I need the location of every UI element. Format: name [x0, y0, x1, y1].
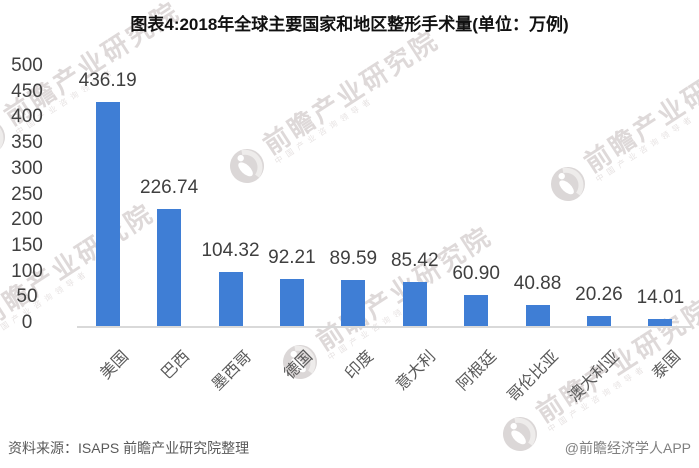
y-axis-tick-label: 250 — [11, 183, 43, 205]
bar — [218, 272, 243, 326]
bar-column: 92.21 德国 — [261, 69, 322, 383]
bar — [341, 279, 366, 326]
watermark-logo-icon — [503, 417, 537, 451]
y-axis-tick-label: 450 — [11, 80, 43, 102]
bar-value-label: 14.01 — [636, 286, 685, 308]
source-note: 资料来源：ISAPS 前瞻产业研究院整理 — [8, 440, 250, 456]
brand-note: @前瞻经济学人APP — [564, 440, 691, 456]
x-axis-label: 哥伦比亚 — [504, 348, 562, 406]
bar-value-label: 60.90 — [452, 262, 500, 284]
y-axis-tick-label: 200 — [11, 209, 43, 231]
x-axis-label: 德国 — [281, 348, 316, 383]
bar-value-label: 40.88 — [513, 273, 562, 294]
x-axis-label: 印度 — [342, 348, 378, 383]
bar-value-label: 226.74 — [140, 177, 199, 199]
bar-column: 89.59 印度 — [323, 69, 384, 382]
bar-column: 436.19 美国 — [77, 69, 138, 382]
x-axis-label: 意大利 — [392, 348, 439, 394]
x-axis-label: 阿根廷 — [454, 348, 501, 394]
bar-value-label: 20.26 — [575, 283, 623, 305]
bar — [464, 294, 489, 326]
bar-column: 40.88 哥伦比亚 — [504, 69, 568, 406]
y-axis-tick-label: 500 — [11, 55, 43, 76]
bar — [402, 282, 427, 326]
y-axis-tick-label: 0 — [21, 312, 33, 333]
bar-value-label: 85.42 — [390, 250, 439, 272]
y-axis-tick-label: 400 — [11, 106, 43, 128]
bar-column: 104.32 墨西哥 — [200, 69, 261, 394]
x-axis-label: 泰国 — [649, 348, 685, 383]
y-axis-tick-label: 350 — [11, 132, 43, 154]
bar — [525, 305, 550, 326]
y-axis-tick-label: 300 — [11, 157, 43, 179]
bar-value-label: 436.19 — [78, 69, 137, 91]
bar-column: 85.42 意大利 — [384, 69, 445, 394]
x-axis-label: 美国 — [97, 348, 132, 383]
bars-container: 436.19 美国 226.74 巴西 104.32 墨西哥 92.21 德国 89.59 印度 8… — [77, 69, 691, 406]
bar — [157, 209, 182, 326]
bar — [95, 101, 120, 326]
bar — [648, 318, 673, 326]
bar-column: 226.74 巴西 — [138, 69, 199, 383]
bar — [279, 278, 304, 326]
watermark-tagline-text: 中国产业咨询领导者 — [546, 363, 650, 435]
bar-column: 60.90 阿根廷 — [445, 69, 506, 394]
bar-column: 20.26 澳大利亚 — [566, 69, 629, 405]
y-axis-tick-label: 150 — [11, 234, 43, 256]
bar-value-label: 92.21 — [268, 246, 316, 268]
bar-column: 14.01 泰国 — [630, 69, 691, 382]
y-axis-tick-label: 50 — [16, 286, 38, 308]
chart-title: 图表4:2018年全球主要国家和地区整形手术量(单位：万例) — [130, 15, 569, 34]
bar-value-label: 104.32 — [201, 240, 260, 262]
x-axis-label: 巴西 — [158, 348, 194, 383]
x-axis-label: 墨西哥 — [208, 348, 255, 394]
x-axis-label: 澳大利亚 — [565, 348, 623, 406]
y-axis-tick-label: 100 — [11, 260, 43, 282]
bar — [586, 315, 611, 326]
bar-value-label: 89.59 — [329, 247, 378, 269]
y-axis: 0 50 100 150 200 250 300 350 400 450 500 — [0, 55, 54, 333]
